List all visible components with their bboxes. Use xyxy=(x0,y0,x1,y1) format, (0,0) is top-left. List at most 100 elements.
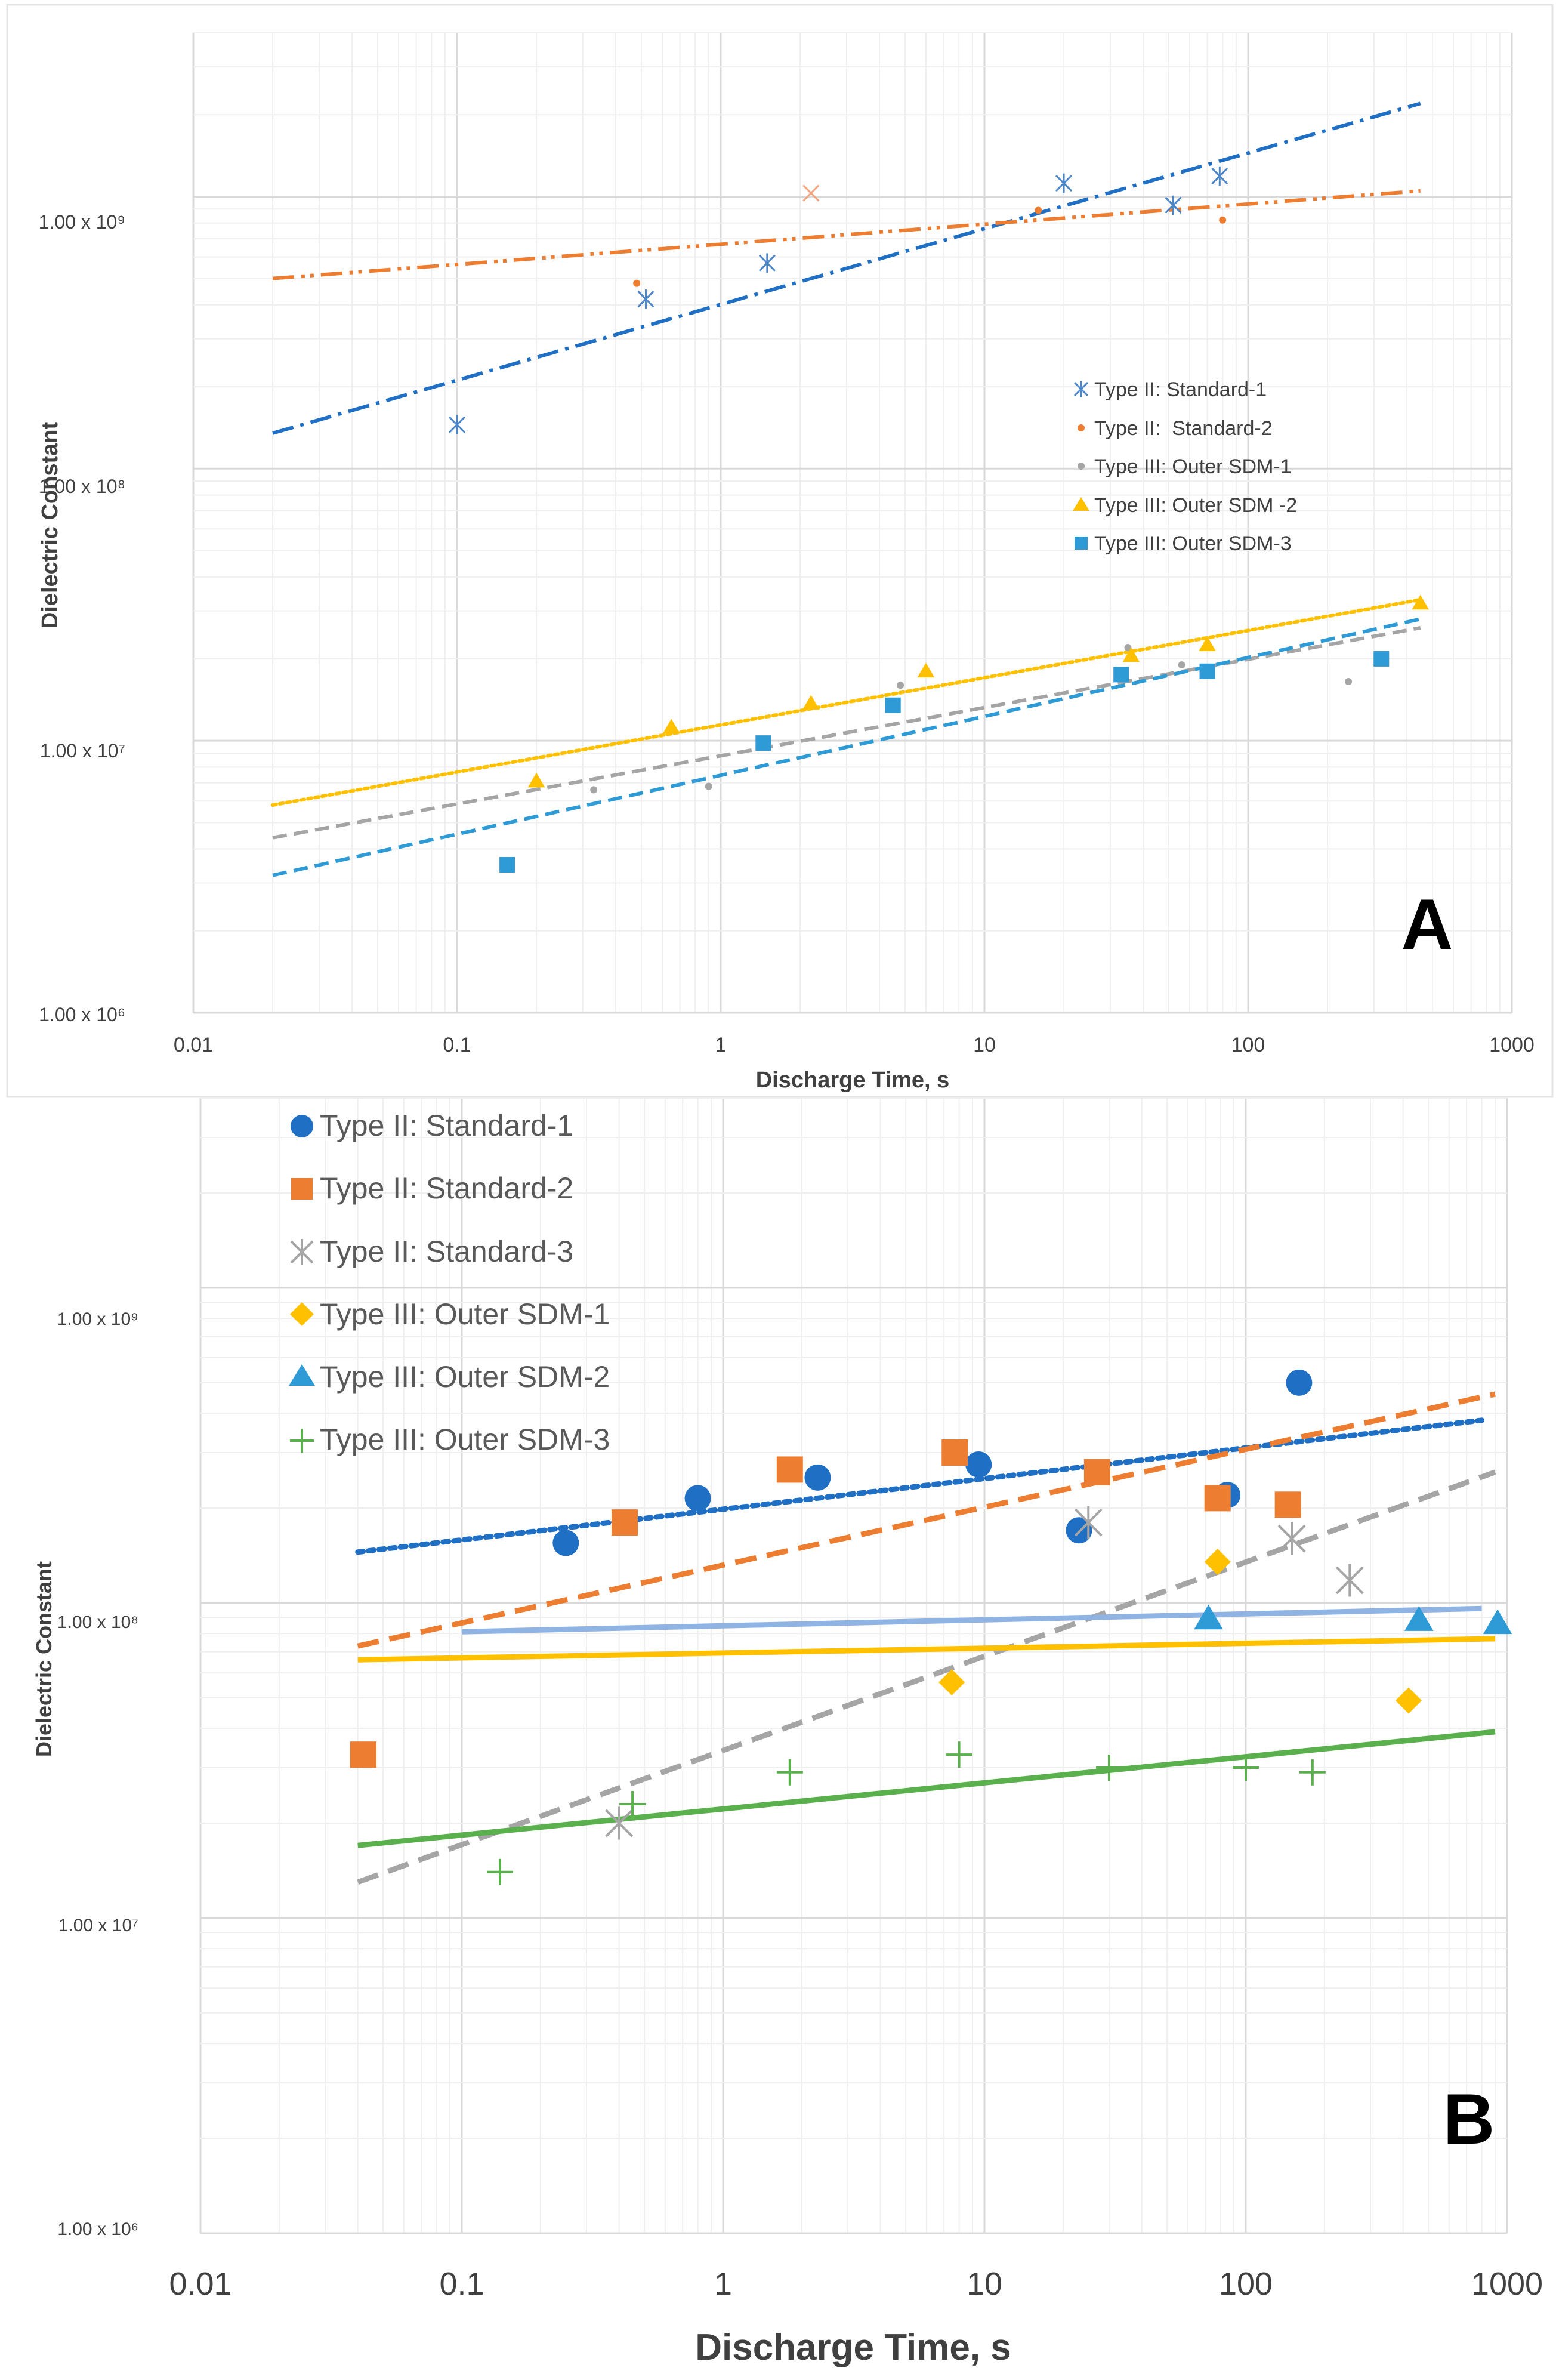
trendline xyxy=(272,189,1421,280)
trendline xyxy=(357,1729,1496,1848)
x-tick-label: 10 xyxy=(973,1034,996,1056)
legend-entry: Type III: Outer SDM-1 xyxy=(290,1297,610,1331)
data-point xyxy=(1204,1549,1231,1576)
legend-marker-dot xyxy=(1078,424,1085,431)
legend-entry: Type II: Standard-2 xyxy=(291,1171,573,1205)
y-tick-label: 1.00 x 10⁷ xyxy=(40,740,125,762)
x-tick-label: 0.1 xyxy=(443,1034,471,1056)
panel-b-x-tick-labels: 0.01 0.1 1 10 100 1000 xyxy=(169,2266,1543,2302)
data-point xyxy=(1194,1604,1223,1630)
data-point xyxy=(1345,678,1353,686)
y-tick-label: 1.00 x 10⁸ xyxy=(39,476,125,497)
panel-a-gridlines xyxy=(192,32,1513,1014)
legend-marker-square xyxy=(291,1178,313,1200)
legend-entry: Type II: Standard-3 xyxy=(290,1235,573,1268)
data-point xyxy=(1055,173,1073,193)
data-point xyxy=(776,1759,803,1786)
legend-marker-circle xyxy=(291,1115,313,1137)
data-point xyxy=(802,184,820,202)
x-tick-label: 0.01 xyxy=(174,1034,213,1056)
data-point xyxy=(941,1439,968,1466)
data-point xyxy=(1277,1522,1306,1555)
data-point xyxy=(965,1451,992,1478)
data-point xyxy=(619,1790,646,1817)
data-point xyxy=(885,697,901,713)
legend-label: Type III: Outer SDM-1 xyxy=(1094,455,1292,478)
legend-label: Type III: Outer SDM-3 xyxy=(1094,532,1292,555)
legend-label: Type II: Standard-1 xyxy=(1094,378,1267,401)
data-point xyxy=(1286,1369,1313,1396)
legend-label: Type III: Outer SDM-3 xyxy=(320,1423,610,1456)
trendline xyxy=(357,1391,1496,1649)
legend-label: Type II: Standard-1 xyxy=(320,1109,573,1142)
legend-label: Type III: Outer SDM -2 xyxy=(1094,494,1297,517)
panel-b-y-axis-title: Dielectric Constant xyxy=(32,1561,56,1757)
data-point xyxy=(1165,195,1182,215)
legend-entry: Type III: Outer SDM -2 xyxy=(1073,494,1297,517)
legend-entry: Type II: Standard-1 xyxy=(291,1109,573,1142)
x-tick-label: 10 xyxy=(967,2266,1002,2302)
legend-label: Type II: Standard-2 xyxy=(1094,417,1273,440)
trendline xyxy=(461,1605,1482,1635)
data-point xyxy=(1035,206,1042,214)
data-point xyxy=(1412,594,1430,610)
panel-a-y-axis-title: Dielectric Constant xyxy=(38,422,63,629)
legend-marker-asterisk xyxy=(1073,381,1089,397)
legend-marker-plus xyxy=(290,1429,314,1453)
legend-label: Type II: Standard-2 xyxy=(320,1171,573,1205)
panel-a-trendlines xyxy=(271,101,1422,877)
data-point xyxy=(1124,644,1132,652)
panel-a-label: A xyxy=(1401,884,1453,964)
data-point xyxy=(946,1741,972,1768)
legend-label: Type III: Outer SDM-2 xyxy=(320,1360,610,1394)
panel-b-x-axis-title: Discharge Time, s xyxy=(695,2327,1011,2368)
data-point xyxy=(758,253,776,273)
data-point xyxy=(605,1806,634,1840)
panel-b-legend: Type II: Standard-1 Type II: Standard-2 … xyxy=(289,1109,610,1456)
data-point xyxy=(527,772,545,788)
data-point xyxy=(552,1530,579,1556)
legend-entry: Type III: Outer SDM-3 xyxy=(1075,532,1292,555)
legend-marker-asterisk xyxy=(290,1239,314,1265)
x-tick-label: 1000 xyxy=(1489,1034,1535,1056)
legend-entry: Type III: Outer SDM-1 xyxy=(1078,455,1292,478)
data-point xyxy=(1178,661,1185,669)
data-point xyxy=(1404,1606,1434,1631)
legend-label: Type III: Outer SDM-1 xyxy=(320,1297,610,1331)
x-tick-label: 100 xyxy=(1231,1034,1265,1056)
data-point xyxy=(1095,1755,1122,1781)
data-point xyxy=(1113,667,1129,683)
data-point xyxy=(663,719,680,734)
legend-entry: Type II: Standard-1 xyxy=(1073,378,1267,401)
x-tick-label: 0.01 xyxy=(169,2266,231,2302)
data-point xyxy=(637,289,654,309)
data-point xyxy=(1335,1564,1364,1597)
panel-b-chart: 1.00 x 10⁹ 1.00 x 10⁸ 1.00 x 10⁷ 1.00 x … xyxy=(32,1097,1543,2368)
panel-b-y-tick-labels: 1.00 x 10⁹ 1.00 x 10⁸ 1.00 x 10⁷ 1.00 x … xyxy=(57,1309,138,2239)
data-point xyxy=(938,1669,965,1695)
y-tick-label: 1.00 x 10⁷ xyxy=(58,1916,138,1935)
data-point xyxy=(1211,166,1228,186)
data-point xyxy=(1233,1755,1259,1781)
panel-b-trendlines xyxy=(355,1391,1496,1885)
panel-b-data-points xyxy=(350,1369,1512,1885)
data-point xyxy=(1199,663,1215,679)
legend-marker-diamond xyxy=(290,1302,314,1326)
data-point xyxy=(448,415,466,434)
data-point xyxy=(1122,647,1140,662)
legend-entry: Type III: Outer SDM-2 xyxy=(289,1360,610,1394)
y-tick-label: 1.00 x 10⁶ xyxy=(57,2219,138,2239)
data-point xyxy=(802,695,820,710)
legend-marker-triangle xyxy=(289,1364,315,1386)
x-tick-label: 100 xyxy=(1219,2266,1273,2302)
data-point xyxy=(1219,216,1227,224)
x-tick-label: 1 xyxy=(715,1034,727,1056)
data-point xyxy=(776,1456,803,1483)
trendline xyxy=(355,1417,1485,1555)
data-point xyxy=(1074,1506,1103,1539)
data-point xyxy=(804,1464,831,1491)
data-point xyxy=(1083,1459,1110,1485)
panel-b-label: B xyxy=(1443,2079,1495,2159)
trendline xyxy=(357,1469,1496,1885)
